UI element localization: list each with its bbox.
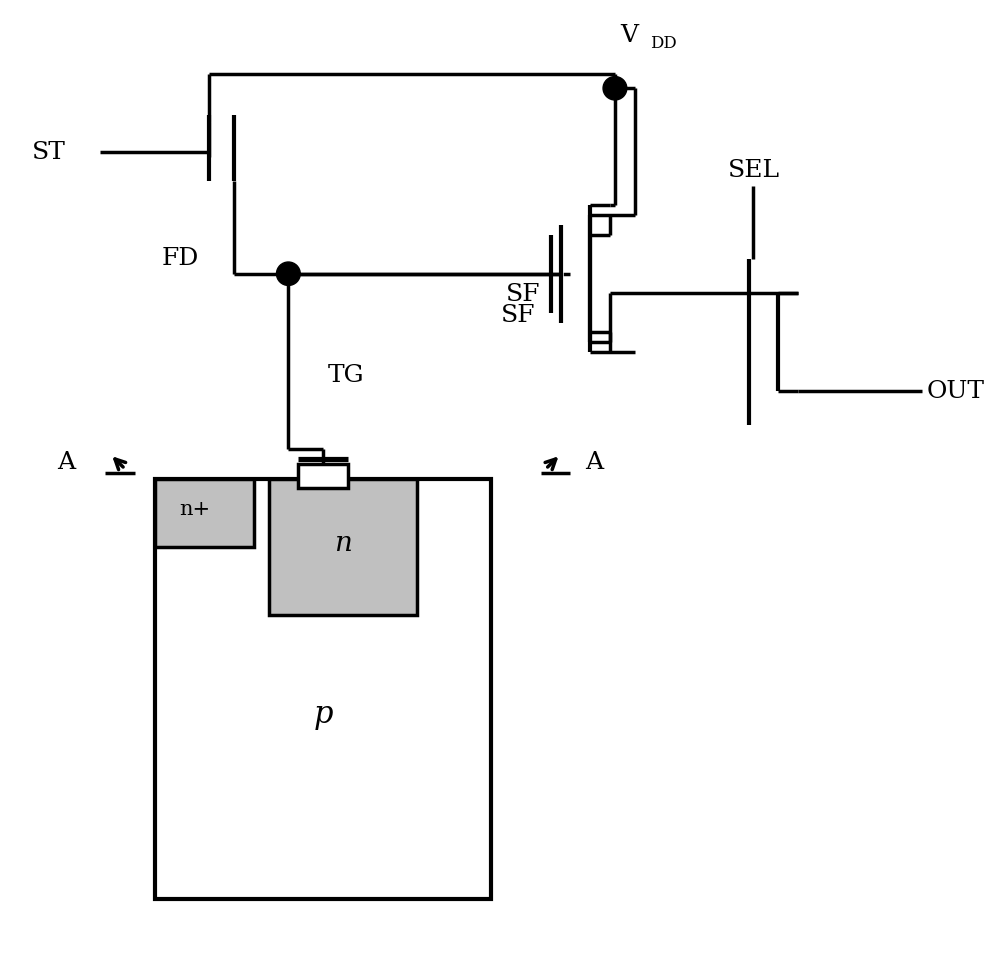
Text: TG: TG bbox=[328, 364, 365, 386]
Bar bbox=[298, 465, 348, 489]
Text: V: V bbox=[620, 24, 638, 47]
Text: DD: DD bbox=[650, 35, 676, 52]
Text: SF: SF bbox=[501, 304, 536, 327]
Circle shape bbox=[276, 263, 300, 287]
Text: FD: FD bbox=[162, 246, 199, 270]
Text: ST: ST bbox=[32, 141, 66, 164]
Bar bbox=[155, 479, 254, 548]
Text: n+: n+ bbox=[180, 499, 211, 518]
Text: SEL: SEL bbox=[727, 158, 780, 182]
Text: n: n bbox=[334, 529, 352, 556]
Circle shape bbox=[603, 77, 627, 101]
Text: SF: SF bbox=[506, 283, 541, 305]
Text: A: A bbox=[57, 450, 76, 473]
Text: p: p bbox=[313, 698, 333, 729]
Text: A: A bbox=[585, 450, 603, 473]
Bar bbox=[269, 479, 417, 616]
Bar bbox=[155, 479, 491, 899]
Text: OUT: OUT bbox=[927, 380, 985, 403]
